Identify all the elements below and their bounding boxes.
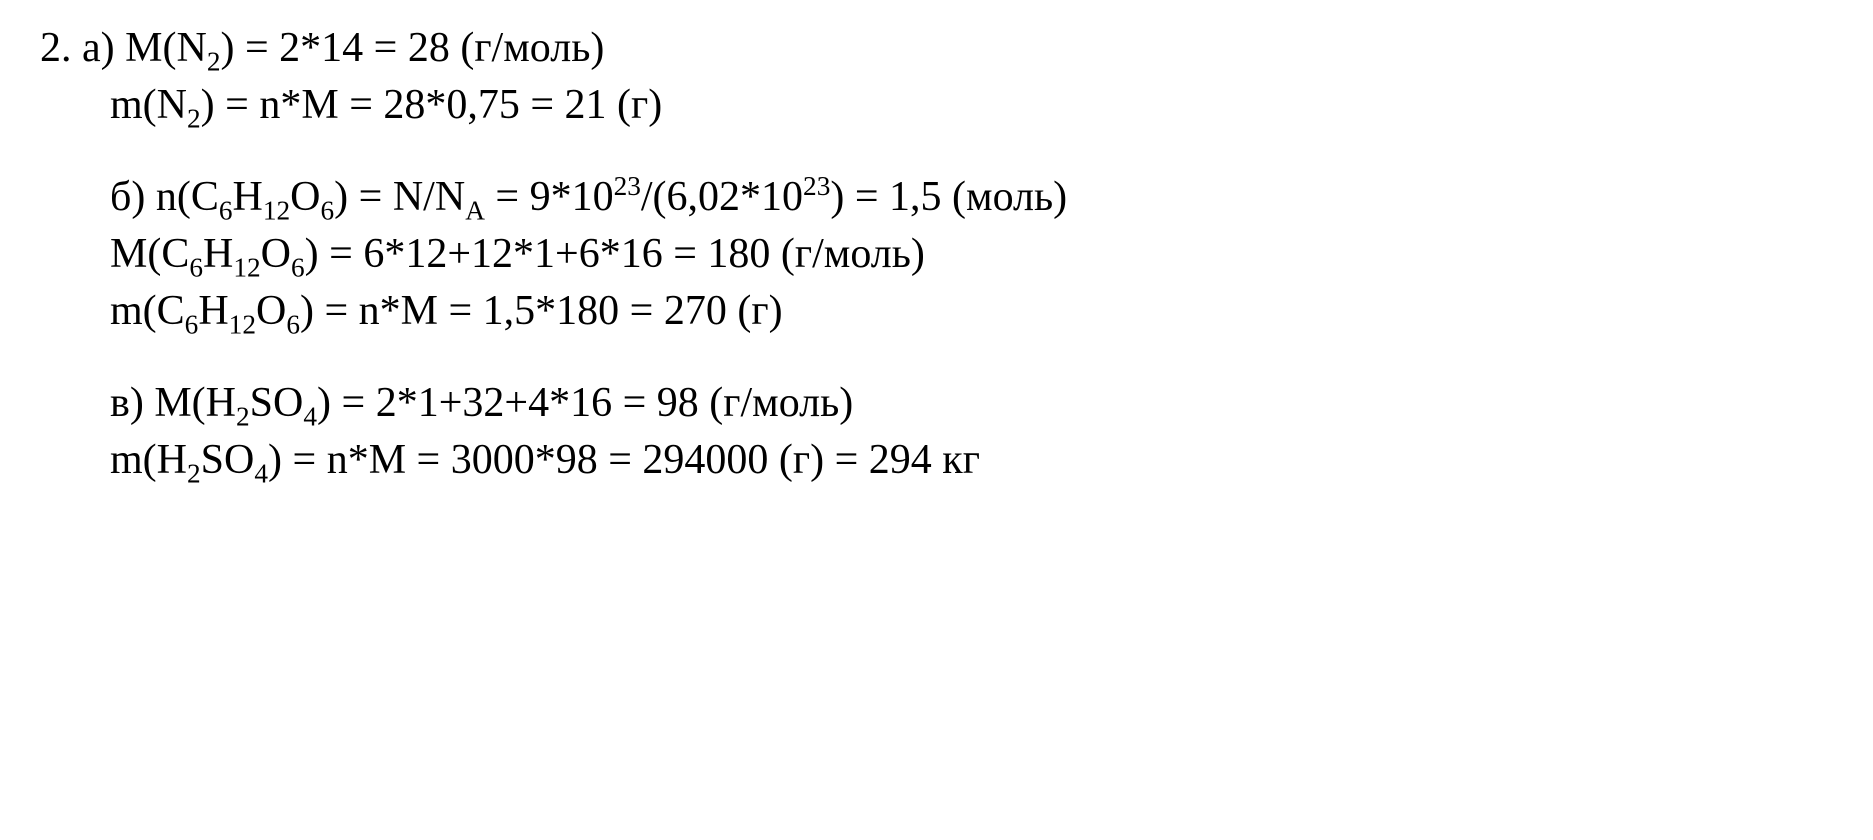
- line-a2: m(N2) = n*M = 28*0,75 = 21 (г): [40, 77, 1833, 134]
- part-b-label: б): [110, 174, 145, 220]
- c-mass: m(H2SO4) = n*M = 3000*98 = 294000 (г) = …: [110, 437, 980, 483]
- part-a-label: а): [82, 25, 115, 71]
- line-c2: m(H2SO4) = n*M = 3000*98 = 294000 (г) = …: [40, 432, 1833, 489]
- b-molar-mass: M(C6H12O6) = 6*12+12*1+6*16 = 180 (г/мол…: [110, 231, 925, 277]
- part-c-label: в): [110, 380, 144, 426]
- a-molar-mass: M(N2) = 2*14 = 28 (г/моль): [125, 25, 604, 71]
- line-b3: m(C6H12O6) = n*M = 1,5*180 = 270 (г): [40, 283, 1833, 340]
- b-amount: n(C6H12O6) = N/NA = 9*1023/(6,02*1023) =…: [156, 174, 1067, 220]
- line-c1: в) M(H2SO4) = 2*1+32+4*16 = 98 (г/моль): [40, 375, 1833, 432]
- c-molar-mass: M(H2SO4) = 2*1+32+4*16 = 98 (г/моль): [154, 380, 853, 426]
- line-b2: M(C6H12O6) = 6*12+12*1+6*16 = 180 (г/мол…: [40, 226, 1833, 283]
- line-a1: 2. а) M(N2) = 2*14 = 28 (г/моль): [40, 20, 1833, 77]
- document-page: 2. а) M(N2) = 2*14 = 28 (г/моль) m(N2) =…: [0, 0, 1873, 509]
- problem-number: 2.: [40, 25, 72, 71]
- a-mass: m(N2) = n*M = 28*0,75 = 21 (г): [110, 82, 662, 128]
- blank-gap-1: [40, 133, 1833, 169]
- b-mass: m(C6H12O6) = n*M = 1,5*180 = 270 (г): [110, 288, 783, 334]
- blank-gap-2: [40, 339, 1833, 375]
- line-b1: б) n(C6H12O6) = N/NA = 9*1023/(6,02*1023…: [40, 169, 1833, 226]
